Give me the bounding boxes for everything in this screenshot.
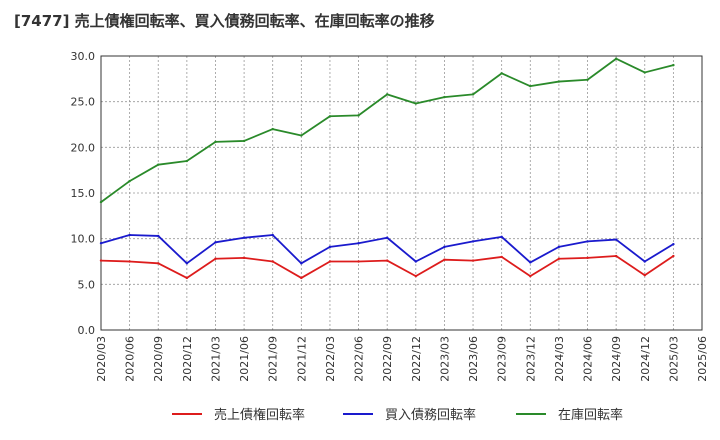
legend-label: 在庫回転率 <box>558 407 623 423</box>
x-tick-label: 2020/12 <box>181 336 194 382</box>
data-point <box>99 200 103 204</box>
x-tick-label: 2020/09 <box>152 336 165 382</box>
data-point <box>328 245 332 249</box>
data-point <box>357 242 360 245</box>
data-point <box>614 57 618 60</box>
x-tick-label: 2021/06 <box>238 336 251 382</box>
y-tick-label: 20.0 <box>71 141 96 154</box>
data-point <box>500 235 503 239</box>
data-point <box>385 93 389 96</box>
y-tick-label: 30.0 <box>71 50 96 63</box>
x-tick-label: 2024/12 <box>639 336 652 382</box>
data-point <box>443 258 446 261</box>
x-tick-label: 2020/06 <box>124 336 137 382</box>
data-point <box>500 255 503 259</box>
data-point <box>385 259 389 262</box>
data-point <box>185 159 189 163</box>
data-point <box>529 84 532 88</box>
data-point <box>557 80 561 83</box>
legend-label: 買入債務回転率 <box>385 407 476 423</box>
data-point <box>357 114 360 117</box>
data-point <box>643 71 646 74</box>
x-tick-label: 2021/12 <box>295 336 308 382</box>
data-point <box>586 240 589 243</box>
data-point <box>357 260 360 263</box>
data-point <box>672 254 675 258</box>
data-point <box>300 276 303 280</box>
data-point <box>471 240 475 243</box>
data-point <box>672 63 675 67</box>
x-tick-label: 2022/06 <box>353 336 366 382</box>
x-tick-label: 2024/06 <box>582 336 595 382</box>
x-tick-label: 2022/03 <box>324 336 337 382</box>
data-point <box>614 254 618 258</box>
data-point <box>500 72 503 75</box>
x-tick-label: 2023/03 <box>438 336 451 382</box>
x-tick-label: 2024/09 <box>610 336 623 382</box>
data-point <box>157 262 160 265</box>
data-point <box>242 139 246 143</box>
data-point <box>99 259 103 262</box>
data-point <box>300 262 303 265</box>
data-point <box>99 242 103 245</box>
data-point <box>214 257 217 260</box>
data-point <box>157 163 160 166</box>
data-point <box>414 102 418 105</box>
x-tick-label: 2023/09 <box>496 336 509 382</box>
data-point <box>443 245 446 249</box>
x-tick-label: 2021/03 <box>209 336 222 382</box>
data-point <box>328 115 332 118</box>
data-point <box>471 93 475 96</box>
data-point <box>271 233 274 237</box>
data-point <box>300 134 303 137</box>
x-tick-label: 2022/12 <box>410 336 423 382</box>
y-tick-label: 5.0 <box>78 278 96 291</box>
data-point <box>529 274 532 278</box>
data-point <box>557 245 561 249</box>
data-point <box>414 260 418 263</box>
y-tick-label: 0.0 <box>78 324 96 337</box>
data-point <box>242 256 246 260</box>
data-point <box>185 262 189 265</box>
x-tick-label: 2023/06 <box>467 336 480 382</box>
data-point <box>128 233 131 237</box>
data-point <box>242 236 246 239</box>
x-tick-label: 2023/12 <box>524 336 537 382</box>
x-tick-label: 2025/06 <box>696 336 709 382</box>
data-point <box>672 242 675 246</box>
data-point <box>185 276 189 280</box>
data-point <box>557 257 561 260</box>
data-point <box>643 274 646 277</box>
data-point <box>385 236 389 239</box>
data-point <box>471 259 475 262</box>
data-point <box>443 95 446 99</box>
legend-label: 売上債権回転率 <box>214 407 305 423</box>
data-point <box>586 78 589 81</box>
y-tick-label: 25.0 <box>71 96 96 109</box>
x-tick-label: 2024/03 <box>553 336 566 382</box>
data-point <box>614 238 618 241</box>
data-point <box>128 179 131 183</box>
data-point <box>271 260 274 263</box>
plot-area-border <box>100 55 703 331</box>
data-point <box>214 241 217 244</box>
y-tick-label: 10.0 <box>71 233 96 246</box>
series-line-1 <box>100 255 674 279</box>
data-point <box>328 260 332 263</box>
data-point <box>414 274 418 278</box>
x-tick-label: 2025/03 <box>667 336 680 382</box>
data-point <box>214 140 217 144</box>
x-tick-label: 2021/09 <box>267 336 280 382</box>
x-tick-label: 2022/09 <box>381 336 394 382</box>
data-point <box>271 127 274 131</box>
data-point <box>157 234 160 238</box>
data-point <box>643 260 646 263</box>
y-tick-label: 15.0 <box>71 187 96 200</box>
data-point <box>586 256 589 260</box>
chart-title: [7477] 売上債権回転率、買入債務回転率、在庫回転率の推移 <box>14 12 435 30</box>
data-point <box>529 261 532 264</box>
x-tick-label: 2020/03 <box>95 336 108 382</box>
data-point <box>128 260 131 263</box>
